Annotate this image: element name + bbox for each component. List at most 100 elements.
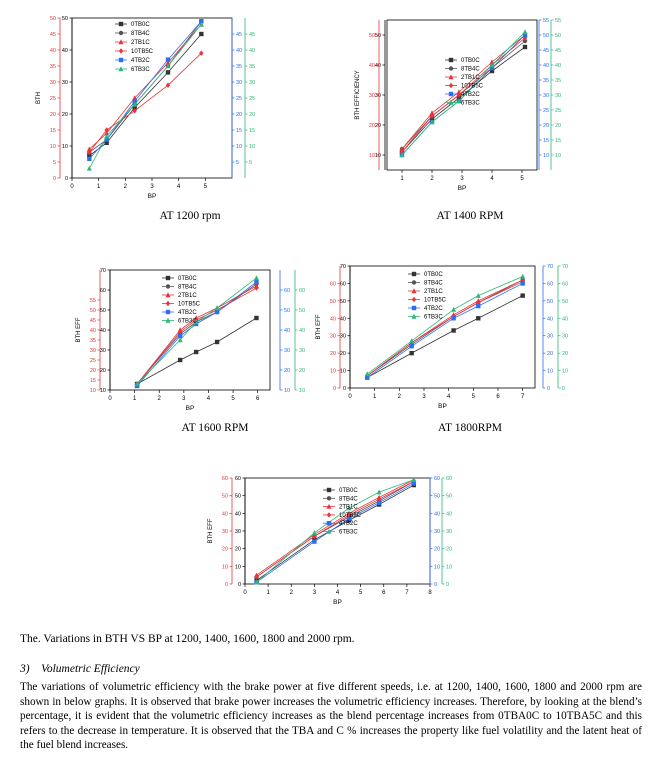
data-point — [193, 319, 199, 325]
left-axis-tick-label: 10 — [235, 564, 241, 570]
x-tick-label: 5 — [472, 394, 476, 400]
left-axis-tick-label: 70 — [340, 264, 346, 270]
right-axis-tick-label: 30 — [434, 529, 440, 535]
right-axis-tick-label: 20 — [562, 351, 568, 357]
left-axis-tick-label: 15 — [50, 128, 56, 134]
x-axis-label: BP — [438, 403, 447, 410]
x-tick-label: 1 — [266, 590, 270, 596]
left-axis-tick-label: 50 — [375, 33, 381, 39]
right-axis-tick-label: 25 — [249, 96, 255, 102]
right-axis-tick-label: 60 — [284, 288, 290, 294]
x-tick-label: 7 — [521, 394, 525, 400]
legend-label: 6TB3C — [461, 101, 480, 107]
left-axis-tick-label: 55 — [90, 298, 96, 304]
left-axis-tick-label: 50 — [340, 299, 346, 305]
x-axis-label: BP — [186, 405, 195, 412]
left-axis-tick-label: 30 — [375, 93, 381, 99]
right-axis-tick-label: 10 — [299, 388, 305, 394]
x-tick-label: 6 — [496, 394, 500, 400]
legend-marker — [448, 66, 454, 71]
data-point — [456, 89, 462, 95]
legend-marker — [326, 512, 332, 518]
x-tick-label: 3 — [182, 396, 186, 402]
right-axis-tick-label: 5 — [249, 160, 252, 166]
data-point — [346, 516, 352, 521]
left-axis-tick-label: 35 — [90, 338, 96, 344]
data-point — [376, 496, 382, 502]
left-axis-tick-label: 0 — [238, 582, 241, 588]
legend-label: 4TB2C — [424, 306, 443, 312]
series-6TB3C — [86, 21, 204, 171]
legend-label: 0TB0C — [131, 22, 150, 28]
series-line — [256, 481, 414, 578]
data-point — [489, 62, 495, 68]
data-point — [409, 350, 414, 356]
series-10TB5C — [365, 278, 525, 379]
data-point — [429, 116, 435, 122]
legend: 0TB0C 8TB4C 2TB1C 10TB5C 4TB2C 6TB3C — [162, 275, 201, 325]
legend-label: 8TB4C — [131, 31, 150, 37]
left-axis-tick-label: 45 — [90, 318, 96, 324]
legend-marker — [411, 271, 417, 277]
data-point — [489, 59, 495, 65]
right-axis-tick-label: 20 — [543, 123, 549, 129]
data-point — [132, 95, 138, 101]
right-axis-tick-label: 50 — [446, 494, 452, 500]
data-point — [214, 339, 220, 345]
left-axis-tick-label: 20 — [235, 547, 241, 553]
series-6TB3C — [254, 477, 417, 585]
data-point — [199, 50, 204, 56]
legend-label: 2TB1C — [178, 293, 197, 299]
section-paragraph: The variations of volumetric efficiency … — [20, 681, 642, 752]
data-point — [409, 343, 414, 349]
series-2TB1C — [86, 21, 204, 152]
x-tick-label: 4 — [490, 176, 494, 182]
chart-1200-svg: 0 1 2 3 4 5BP0102030405005101520253035404550B… — [36, 16, 255, 200]
right-axis-tick-label: 40 — [446, 511, 452, 517]
right-axis-tick-label: 5 — [236, 160, 239, 166]
legend-label: 4TB2C — [339, 521, 358, 527]
x-tick-label: 7 — [405, 590, 409, 596]
right-axis-tick-label: 25 — [555, 108, 561, 114]
data-point — [456, 98, 462, 104]
right-axis-tick-label: 10 — [555, 153, 561, 159]
data-point — [132, 101, 138, 107]
right-axis-tick-label: 20 — [236, 112, 242, 118]
x-tick-label: 1 — [97, 184, 101, 190]
right-axis-tick-label: 30 — [543, 93, 549, 99]
right-axis-tick-label: 40 — [543, 63, 549, 69]
x-tick-label: 4 — [207, 396, 211, 402]
right-axis-tick-label: 20 — [547, 351, 553, 357]
right-axis-tick-label: 70 — [562, 264, 568, 270]
section-title: Volumetric Efficiency — [41, 663, 140, 675]
right-axis-tick-label: 40 — [434, 511, 440, 517]
right-axis-tick-label: 15 — [543, 138, 549, 144]
left-axis-tick-label: 0 — [65, 176, 68, 182]
section-number: 3) — [20, 663, 30, 675]
legend-marker — [448, 57, 454, 63]
right-axis-tick-label: 20 — [555, 123, 561, 129]
right-axis-tick-label: 40 — [249, 48, 255, 54]
data-point — [312, 533, 317, 539]
legend-label: 4TB2C — [461, 92, 480, 98]
left-axis-tick-label: 50 — [330, 299, 336, 305]
section-heading: 3) Volumetric Efficiency — [20, 663, 140, 675]
x-tick-label: 5 — [359, 590, 363, 596]
y-axis-label: BTH — [36, 92, 42, 104]
right-axis-tick-label: 10 — [562, 369, 568, 375]
left-axis-tick-label: 25 — [90, 358, 96, 364]
legend-label: 0TB0C — [461, 58, 480, 64]
left-axis-tick-label: 10 — [330, 369, 336, 375]
legend-marker — [165, 292, 171, 298]
series-2TB1C — [134, 283, 259, 387]
left-axis-tick-label: 50 — [50, 16, 56, 22]
caption-1400: AT 1400 RPM — [436, 210, 504, 222]
right-axis-tick-label: 30 — [555, 93, 561, 99]
right-axis-tick-label: 50 — [299, 308, 305, 314]
right-axis-tick-label: 60 — [562, 281, 568, 287]
data-point — [254, 279, 259, 285]
left-axis-tick-label: 60 — [222, 476, 228, 482]
data-point — [104, 133, 110, 139]
data-point — [104, 137, 109, 142]
y-axis-label: BTH EFFICIENCY — [355, 70, 361, 119]
